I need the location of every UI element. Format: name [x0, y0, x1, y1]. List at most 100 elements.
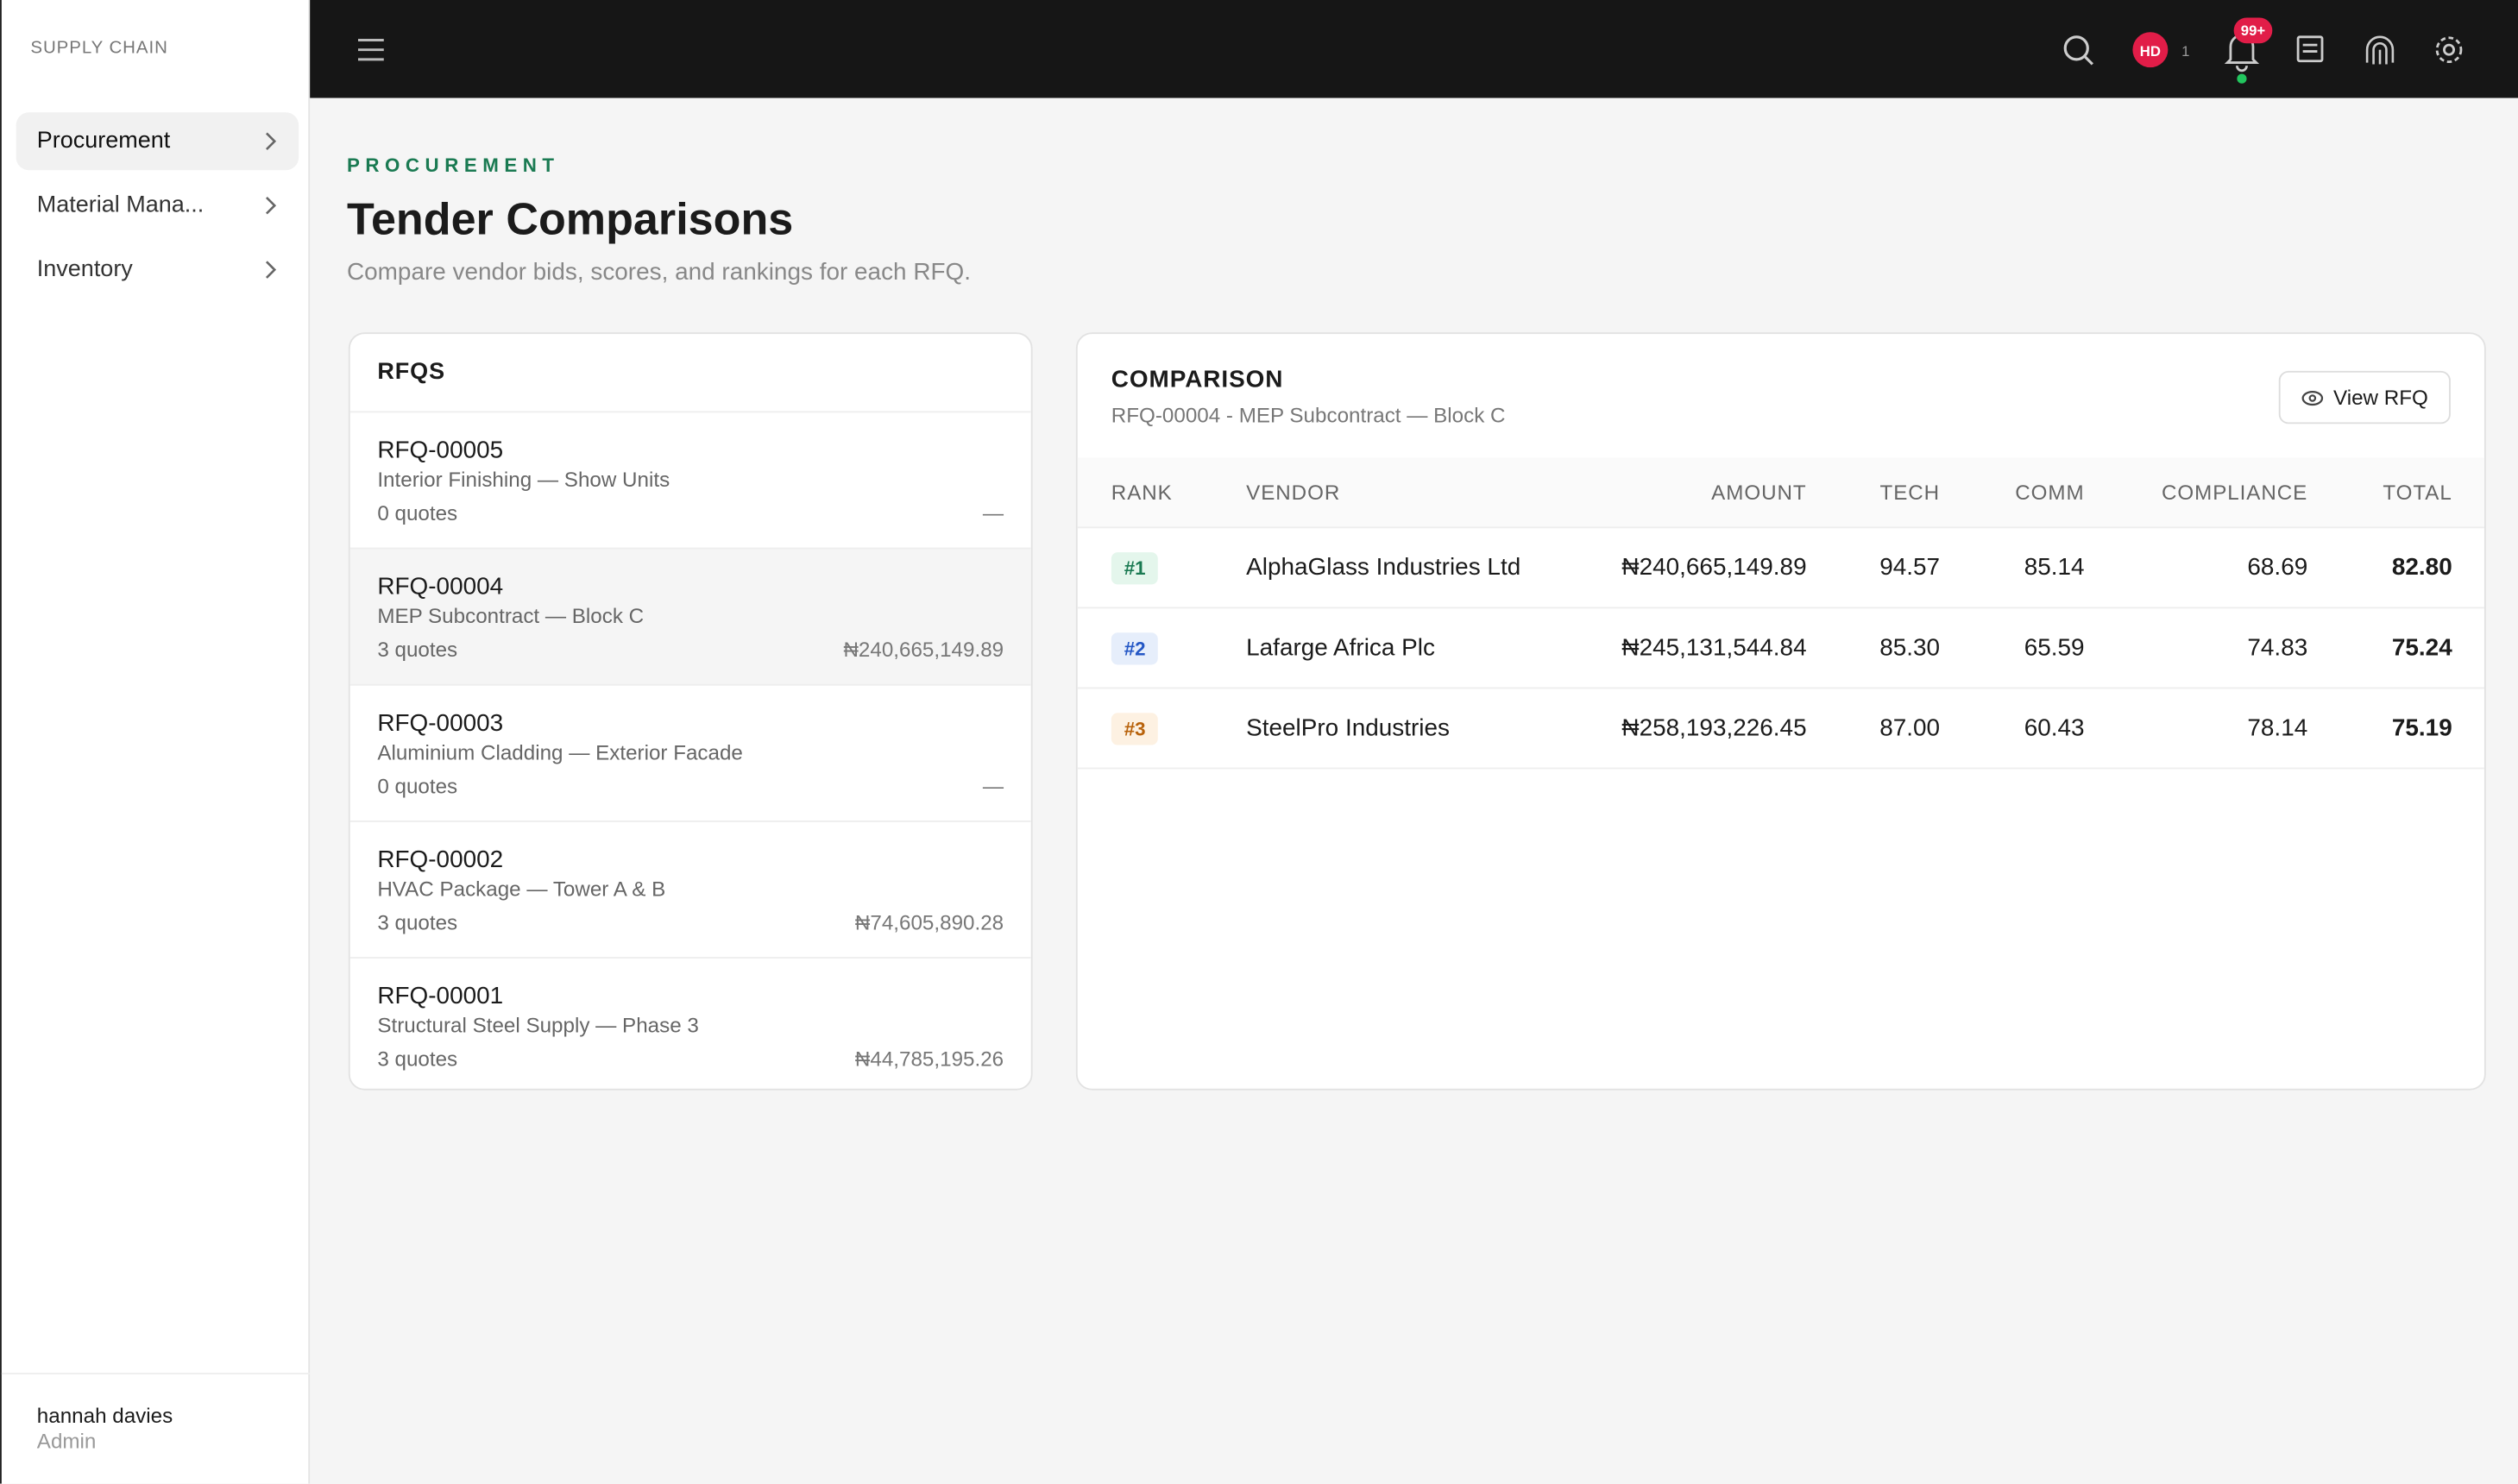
notification-count: 99+ [2241, 22, 2266, 39]
button-label: View RFQ [2333, 385, 2428, 410]
view-rfq-button[interactable]: View RFQ [2278, 370, 2451, 424]
nav-item[interactable]: Inventory [16, 241, 299, 299]
table-cell: AlphaGlass Industries Ltd [1246, 554, 1521, 582]
rfq-quotes: 3 quotes [377, 910, 458, 935]
user-card[interactable]: hannah davies Admin [1, 1373, 311, 1483]
avatar-count: 1 [2181, 43, 2189, 60]
fingerprint-icon[interactable] [2365, 35, 2395, 65]
search-icon[interactable] [2063, 35, 2094, 66]
rfq-id: RFQ-00001 [377, 982, 504, 1010]
chevron-icon [266, 132, 277, 150]
rfq-quotes: 0 quotes [377, 774, 458, 798]
table-cell: 78.14 [2247, 714, 2308, 742]
rfq-id: RFQ-00004 [377, 573, 504, 601]
rfq-amount: ₦240,665,149.89 [843, 637, 1004, 662]
comparison-panel: COMPARISON RFQ-00004 - MEP Subcontract —… [1075, 332, 2486, 1091]
table-cell: 60.43 [2024, 714, 2085, 742]
panel-title: RFQS [349, 334, 1031, 413]
table-cell: 82.80 [2391, 554, 2452, 582]
table-header: RANK VENDOR AMOUNT TECH COMM COMPLIANCE TOTAL [1077, 457, 2484, 529]
table-cell: 74.83 [2247, 634, 2308, 662]
panel-title: COMPARISON [1111, 366, 1284, 393]
rfq-amount: ₦44,785,195.26 [854, 1047, 1004, 1072]
table-cell: SteelPro Industries [1246, 714, 1450, 742]
rfq-item[interactable]: RFQ-00005 Interior Finishing — Show Units… [349, 412, 1031, 550]
rfq-description: Aluminium Cladding — Exterior Facade [377, 739, 743, 764]
nav: Procurement Material Mana... Inventory [16, 112, 299, 305]
avatar-initials: HD [2140, 43, 2161, 60]
table-cell: 85.30 [1879, 634, 1941, 662]
brand: SUPPLY CHAIN [30, 38, 168, 58]
user-role: Admin [36, 1429, 97, 1454]
sidebar: SUPPLY CHAIN Procurement Material Mana...… [0, 0, 311, 1484]
rfq-item[interactable]: RFQ-00003 Aluminium Cladding — Exterior F… [349, 686, 1031, 822]
user-name: hannah davies [36, 1403, 173, 1428]
nav-label: Inventory [36, 256, 133, 283]
table-cell: 85.14 [2024, 554, 2085, 582]
rfq-description: Interior Finishing — Show Units [377, 467, 670, 492]
column-header: TOTAL [2383, 480, 2452, 505]
table-cell: 94.57 [1879, 554, 1941, 582]
topbar-icons: HD 1 99+ [358, 17, 2463, 84]
table-row: #3 SteelPro Industries ₦258,193,226.45 87.0… [1077, 689, 2484, 770]
rfq-amount: ₦74,605,890.28 [854, 910, 1004, 935]
rfq-description: Structural Steel Supply — Phase 3 [377, 1013, 699, 1038]
column-header: VENDOR [1246, 480, 1341, 505]
rfq-panel: RFQS RFQ-00005 Interior Finishing — Show … [348, 332, 1033, 1091]
table-row: #2 Lafarge Africa Plc ₦245,131,544.84 85.30… [1077, 608, 2484, 689]
column-header: AMOUNT [1711, 480, 1807, 505]
rfq-id: RFQ-00003 [377, 709, 504, 738]
rfq-quotes: 0 quotes [377, 500, 458, 525]
column-header: TECH [1879, 480, 1941, 505]
panel-subtitle: RFQ-00004 - MEP Subcontract — Block C [1111, 403, 1506, 428]
table-cell: ₦258,193,226.45 [1621, 714, 1807, 742]
table-cell: 87.00 [1879, 714, 1941, 742]
table-row: #1 AlphaGlass Industries Ltd ₦240,665,149.… [1077, 528, 2484, 609]
rank-cell: #2 [1111, 632, 1246, 664]
nav-item[interactable]: Procurement [16, 112, 299, 171]
rfq-amount: — [982, 774, 1004, 798]
rfq-id: RFQ-00002 [377, 846, 504, 874]
nav-item[interactable]: Material Mana... [16, 177, 299, 235]
rfq-quotes: 3 quotes [377, 637, 458, 662]
nav-label: Procurement [36, 128, 171, 154]
rank-cell: #3 [1111, 712, 1246, 745]
rfq-description: HVAC Package — Tower A & B [377, 877, 666, 902]
column-header: COMM [2015, 480, 2085, 505]
avatar[interactable] [2132, 32, 2169, 68]
rank-cell: #1 [1111, 551, 1246, 584]
eye-icon [2301, 390, 2324, 406]
table-cell: 75.19 [2391, 714, 2452, 742]
table-cell: 65.59 [2024, 634, 2085, 662]
status-dot [2237, 73, 2247, 84]
eyebrow: PROCUREMENT [346, 154, 560, 177]
rfq-list: RFQ-00005 Interior Finishing — Show Units… [349, 412, 1031, 1089]
rfq-quotes: 3 quotes [377, 1047, 458, 1072]
chevron-icon [266, 196, 277, 215]
rfq-item[interactable]: RFQ-00004 MEP Subcontract — Block C 3 quot… [349, 549, 1031, 686]
topbar: HD 1 99+ [310, 0, 2518, 98]
table-cell: ₦245,131,544.84 [1621, 634, 1807, 662]
column-header: RANK [1111, 480, 1173, 505]
page-subtitle: Compare vendor bids, scores, and ranking… [346, 258, 972, 286]
page-title: Tender Comparisons [346, 194, 794, 244]
rank-badge: #1 [1111, 551, 1159, 584]
settings-icon[interactable] [2435, 36, 2463, 64]
nav-label: Material Mana... [36, 192, 205, 219]
menu-icon[interactable] [358, 39, 384, 61]
rfq-amount: — [982, 500, 1004, 525]
table-cell: 75.24 [2391, 634, 2452, 662]
rfq-description: MEP Subcontract — Block C [377, 603, 645, 628]
rfq-item[interactable]: RFQ-00002 HVAC Package — Tower A & B 3 quo… [349, 822, 1031, 959]
table-cell: ₦240,665,149.89 [1621, 554, 1807, 582]
notification-badge [2233, 17, 2273, 44]
table-cell: Lafarge Africa Plc [1246, 634, 1435, 662]
notes-icon[interactable] [2296, 35, 2324, 63]
rank-badge: #2 [1111, 632, 1159, 664]
table-cell: 68.69 [2247, 554, 2308, 582]
rfq-item[interactable]: RFQ-00001 Structural Steel Supply — Phase… [350, 959, 1031, 1089]
main: PROCUREMENT Tender Comparisons Compare v… [310, 98, 2518, 1484]
